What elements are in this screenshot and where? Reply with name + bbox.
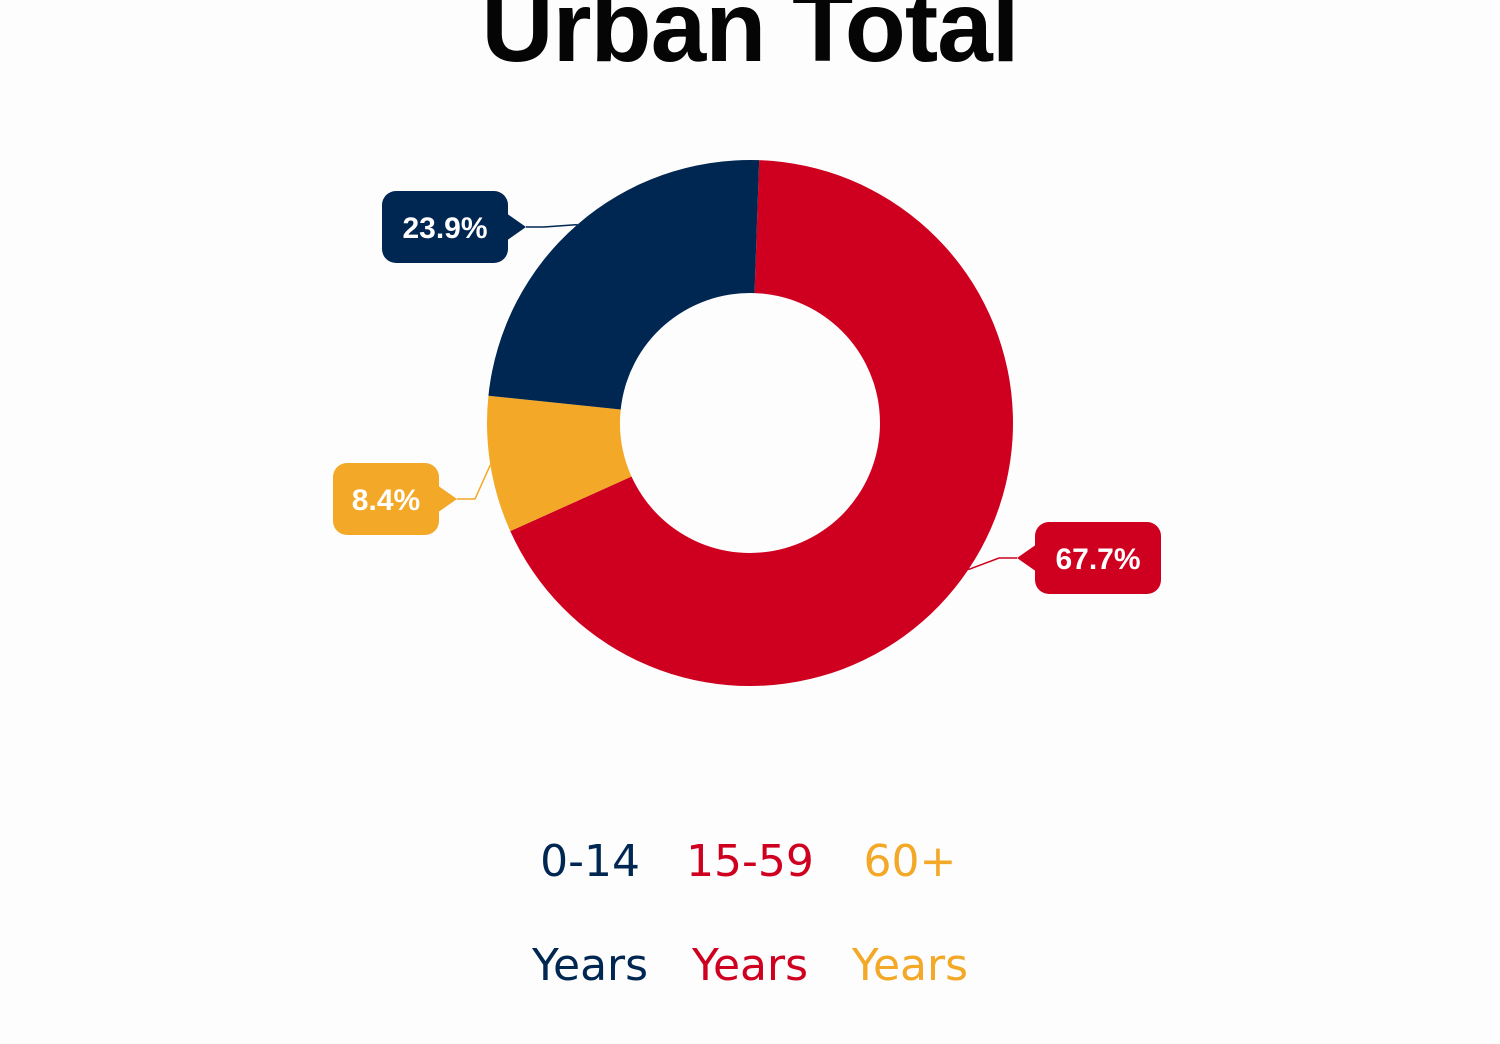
slice-60-plus [487,395,632,532]
chart-title: Urban Total [481,0,1019,83]
data-label-15-59: 67.7% [1055,543,1140,576]
callout-pointer-60-plus [437,485,457,513]
legend-label-15-59: 15-59 [686,836,814,887]
callout-box-60-plus [333,463,439,535]
slice-0-14 [488,159,760,410]
legend: 0-14 Years 15-59 Years 60+ Years [0,784,1500,1044]
legend-label-60-plus-years: Years [851,940,969,991]
slice-15-59 [510,160,1013,686]
data-label-0-14: 23.9% [402,212,487,245]
callout-line-0-14 [526,223,578,228]
callout-pointer-0-14 [506,213,526,241]
callout-box-0-14 [382,191,508,263]
legend-label-15-59-years: Years [691,940,809,991]
legend-label-60-plus: 60+ [863,836,957,887]
callout-15-59: 67.7% [968,522,1161,594]
callout-pointer-15-59 [1017,544,1037,572]
legend-label-0-14: 0-14 [540,836,640,887]
donut-chart: 23.9% 8.4% 67.7% [333,159,1161,686]
callout-60-plus: 8.4% [333,463,492,535]
legend-label-0-14-years: Years [531,940,649,991]
data-label-60-plus: 8.4% [352,484,420,517]
legend-item-60-plus: 60+ Years [852,784,968,1044]
callout-box-15-59 [1035,522,1161,594]
legend-item-15-59: 15-59 Years [686,784,814,1044]
callout-line-60-plus [457,464,492,500]
callout-line-15-59 [968,557,1017,571]
legend-item-0-14: 0-14 Years [532,784,648,1044]
callout-0-14: 23.9% [382,191,578,263]
